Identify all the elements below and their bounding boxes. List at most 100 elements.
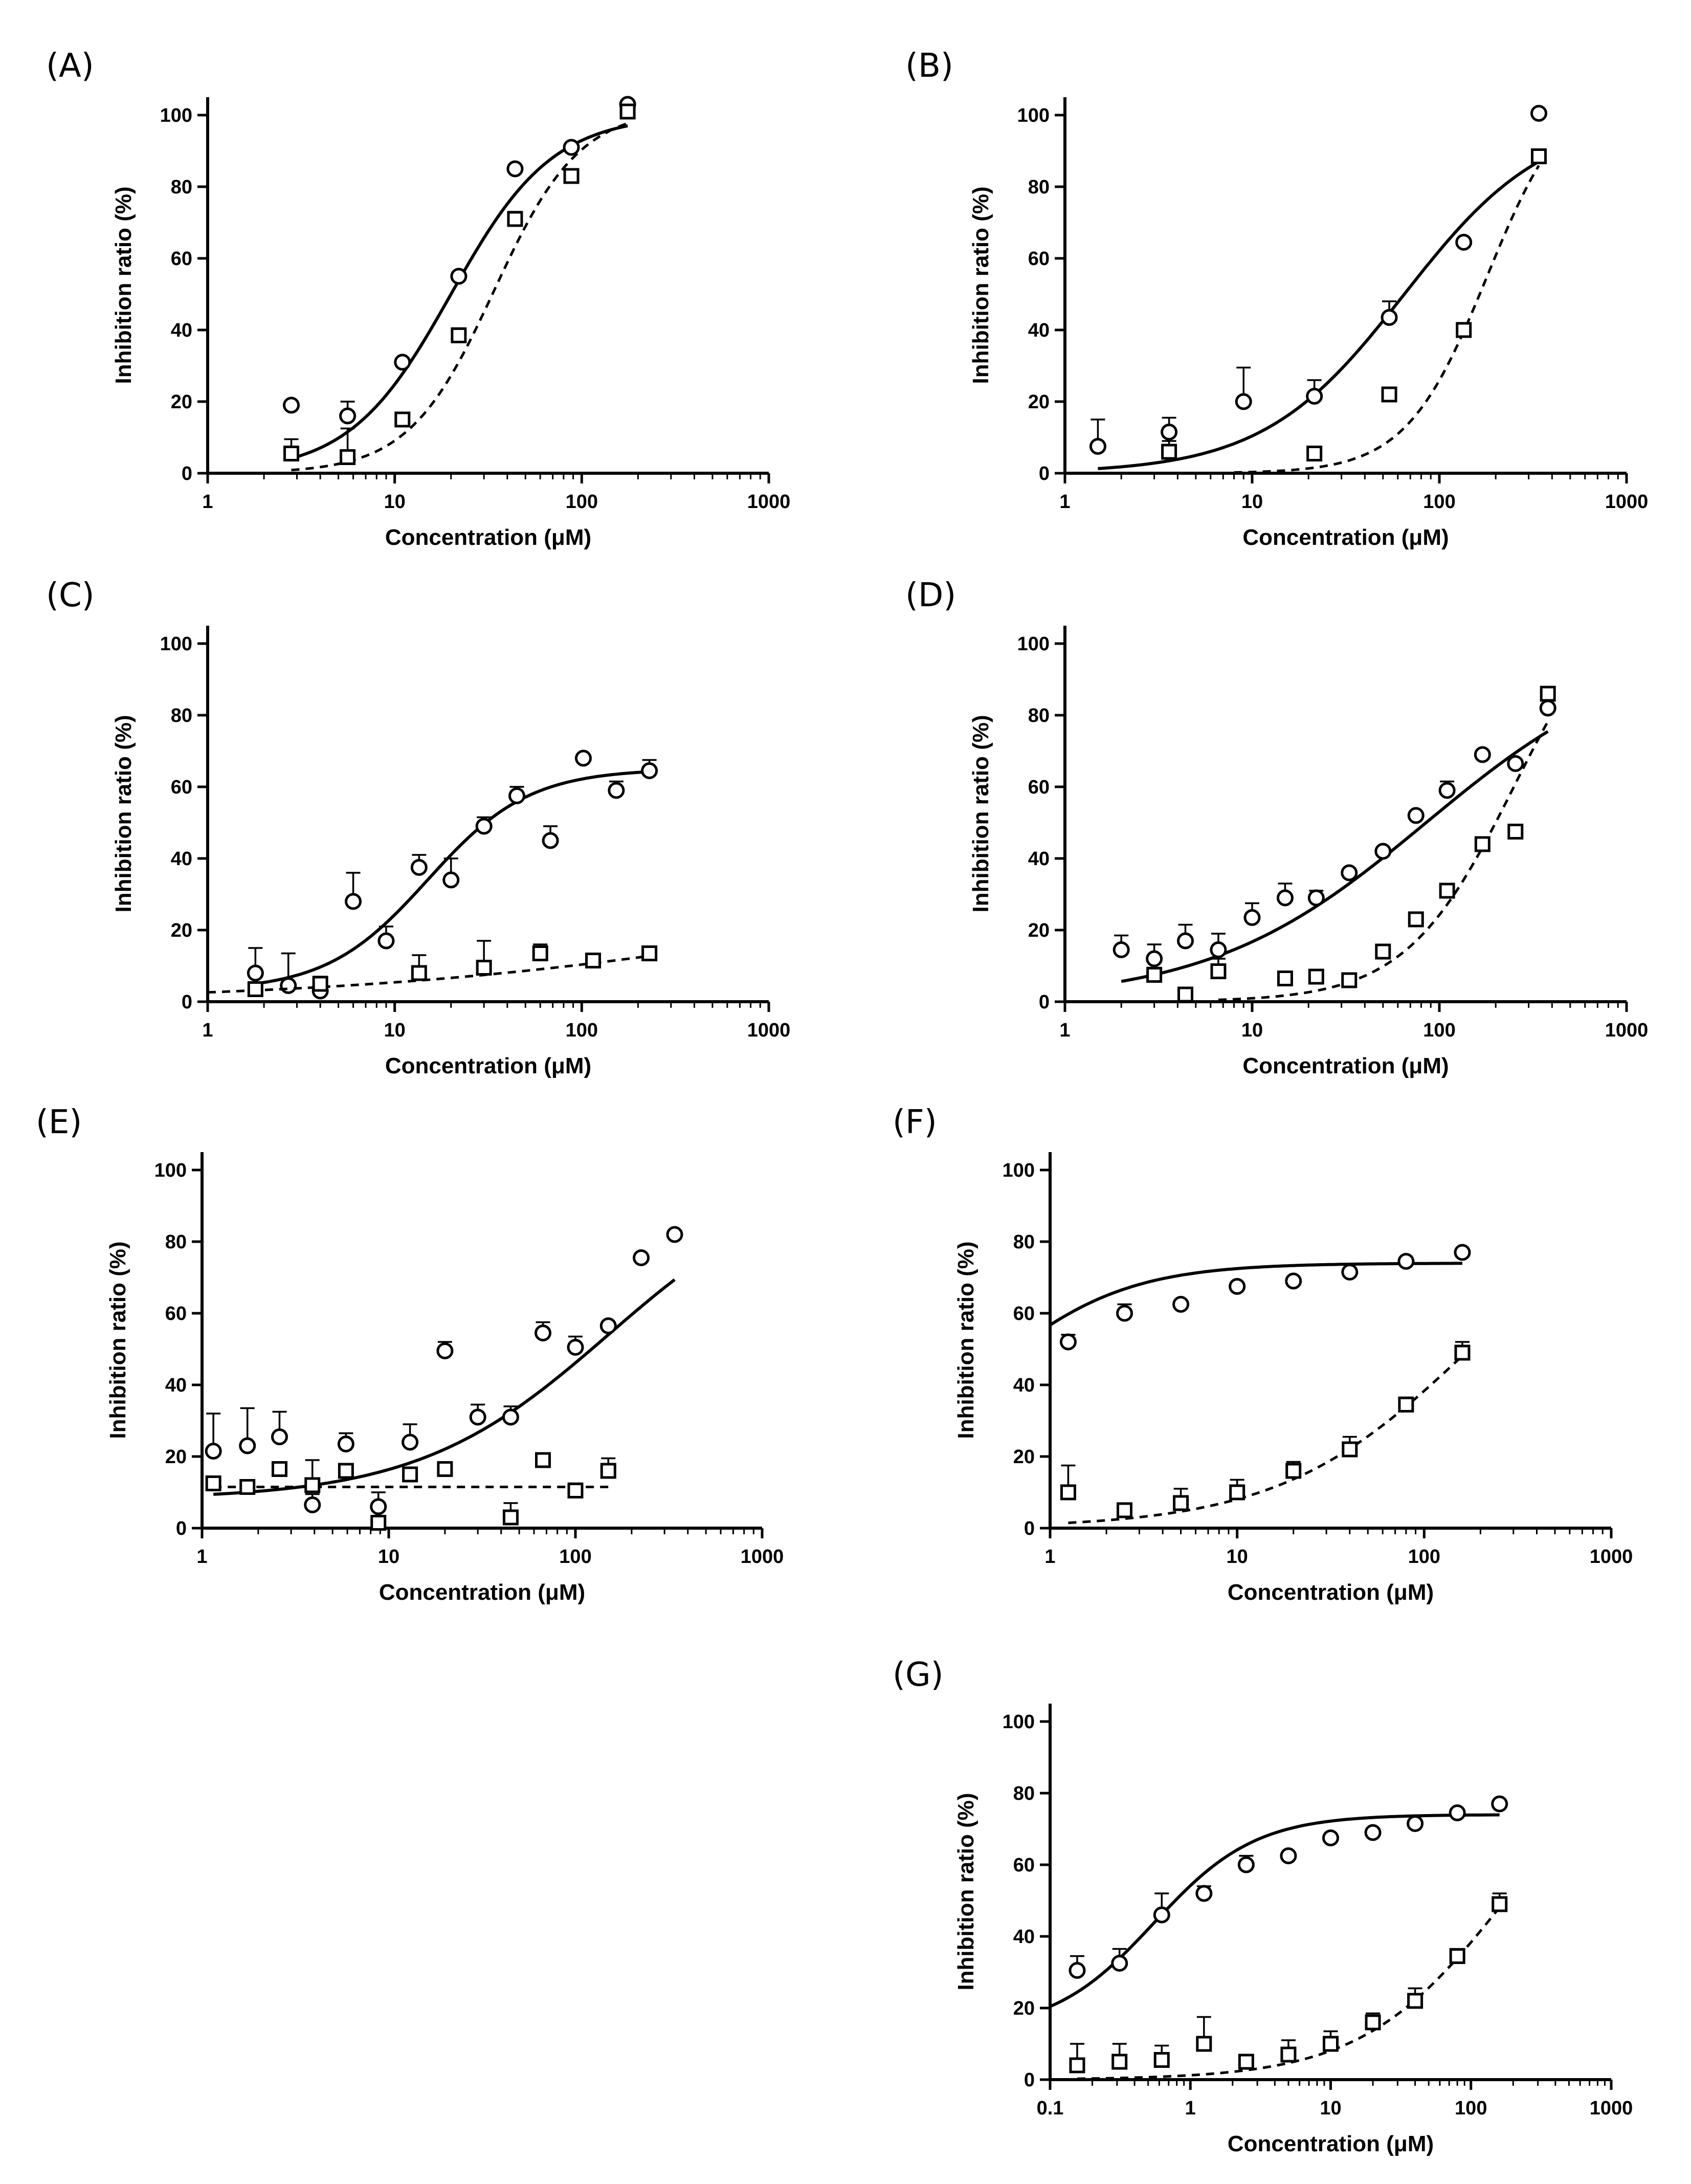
data-point-square [507,211,523,227]
panel-d: (D) 0 20 40 60 80 100 1 10 100 1000 Concentration (… [905,577,1648,1078]
y-tick-label: 0 [182,463,192,484]
y-tick-label: 40 [1013,1926,1035,1948]
data-point-square [1381,386,1397,403]
x-tick-label: 1 [202,491,213,513]
data-point-circle [345,893,362,910]
data-point-circle [402,1433,419,1451]
x-axis-title: Concentration (μM) [379,1580,585,1605]
y-tick-label: 80 [171,177,192,198]
panel-e: (E) 0 20 40 60 80 100 1 10 100 1000 Concentration (… [36,1104,784,1605]
data-point-square [451,327,467,343]
data-point-circle [1364,1824,1382,1841]
data-point-square [1173,1495,1189,1511]
x-tick-label: 10 [1241,491,1263,513]
x-tick-label: 1 [202,1020,213,1041]
y-axis-title: Inhibition ratio (%) [953,1793,978,1990]
y-axis-title: Inhibition ratio (%) [105,1241,130,1439]
data-point-square [535,1452,551,1468]
data-point-square [312,976,328,992]
data-point-circle [1146,950,1163,967]
x-tick-label: 1 [1059,1020,1070,1041]
data-point-circle [1530,105,1548,122]
panel-label: (G) [893,1656,944,1694]
y-tick-label: 20 [171,920,192,941]
data-point-circle [535,1325,552,1341]
data-point-circle [394,354,411,371]
y-tick-label: 20 [1028,920,1050,941]
data-point-square [532,945,548,961]
data-point-square [402,1466,418,1483]
y-tick-label: 100 [1017,633,1050,655]
y-tick-label: 0 [176,1518,187,1539]
fit-curve-dashed [207,955,650,994]
data-point-square [563,168,580,184]
y-tick-label: 40 [165,1375,187,1396]
data-point-circle [1276,889,1294,907]
y-tick-label: 80 [171,705,192,726]
data-point-circle [1455,234,1473,251]
y-tick-label: 0 [1024,2069,1035,2091]
data-point-square [1146,967,1163,983]
y-tick-label: 60 [1028,777,1050,798]
data-point-circle [633,1249,650,1266]
x-tick-label: 1 [1044,1546,1055,1568]
data-point-square [394,411,411,428]
data-point-circle [1306,388,1323,405]
data-point-square [1229,1484,1245,1501]
fit-curve-dashed [291,122,628,472]
data-point-square [1408,911,1424,928]
x-tick-label: 10 [384,1020,406,1041]
data-point-square [1111,2054,1128,2070]
panel-label: (F) [893,1104,937,1141]
x-tick-label: 100 [1423,1020,1455,1041]
panel-label: (E) [36,1104,82,1141]
x-tick-label: 100 [1455,2098,1487,2119]
x-tick-label: 10 [1320,2098,1341,2119]
data-point-circle [1153,1906,1170,1924]
data-point-circle [475,818,493,835]
x-tick-label: 1000 [747,491,791,513]
y-tick-label: 60 [1013,1303,1035,1325]
data-point-circle [1374,843,1392,860]
data-point-circle [1237,1856,1255,1873]
data-point-square [1439,883,1455,899]
x-axis-title: Concentration (μM) [385,525,591,550]
x-tick-label: 100 [566,491,598,513]
x-axis-title: Concentration (μM) [1242,1053,1449,1078]
x-tick-label: 1000 [747,1020,791,1041]
data-point-square [1153,2052,1170,2068]
x-tick-label: 10 [384,491,406,513]
x-tick-label: 1 [1059,491,1070,513]
fit-curve-solid [1049,1262,1462,1327]
x-tick-label: 1000 [741,1546,784,1568]
data-point-circle [280,977,297,994]
data-point-circle [1474,746,1491,763]
panel-a: (A) 0 20 40 60 80 100 1 10 100 1000 Concentration (… [46,47,790,550]
y-tick-label: 40 [1028,320,1050,341]
fit-curve-solid [1049,1813,1500,2008]
data-point-square [1342,1441,1358,1458]
x-axis-title: Concentration (μM) [1228,1580,1434,1605]
y-tick-label: 100 [1017,105,1050,126]
data-point-circle [1397,1253,1415,1270]
y-tick-label: 80 [1028,177,1050,198]
y-tick-label: 0 [182,991,192,1013]
data-point-circle [1438,782,1456,799]
data-point-square [340,449,356,465]
data-point-circle [574,749,592,767]
data-point-circle [1454,1244,1471,1261]
data-point-square [304,1477,321,1493]
y-tick-label: 60 [1013,1855,1035,1876]
panel-label: (B) [905,47,953,85]
data-point-circle [304,1496,321,1513]
data-point-circle [377,932,395,950]
y-tick-label: 40 [171,848,192,870]
data-point-circle [1161,424,1178,440]
data-point-circle [283,396,300,414]
panel-g: (G) 0 20 40 60 80 100 0.1 1 10 100 1000 Concentratio… [893,1656,1633,2156]
data-point-circle [271,1428,288,1445]
y-axis-title: Inhibition ratio (%) [953,1241,978,1439]
y-tick-label: 0 [1039,463,1050,484]
y-tick-label: 80 [1013,1231,1035,1253]
data-point-circle [1112,941,1130,958]
